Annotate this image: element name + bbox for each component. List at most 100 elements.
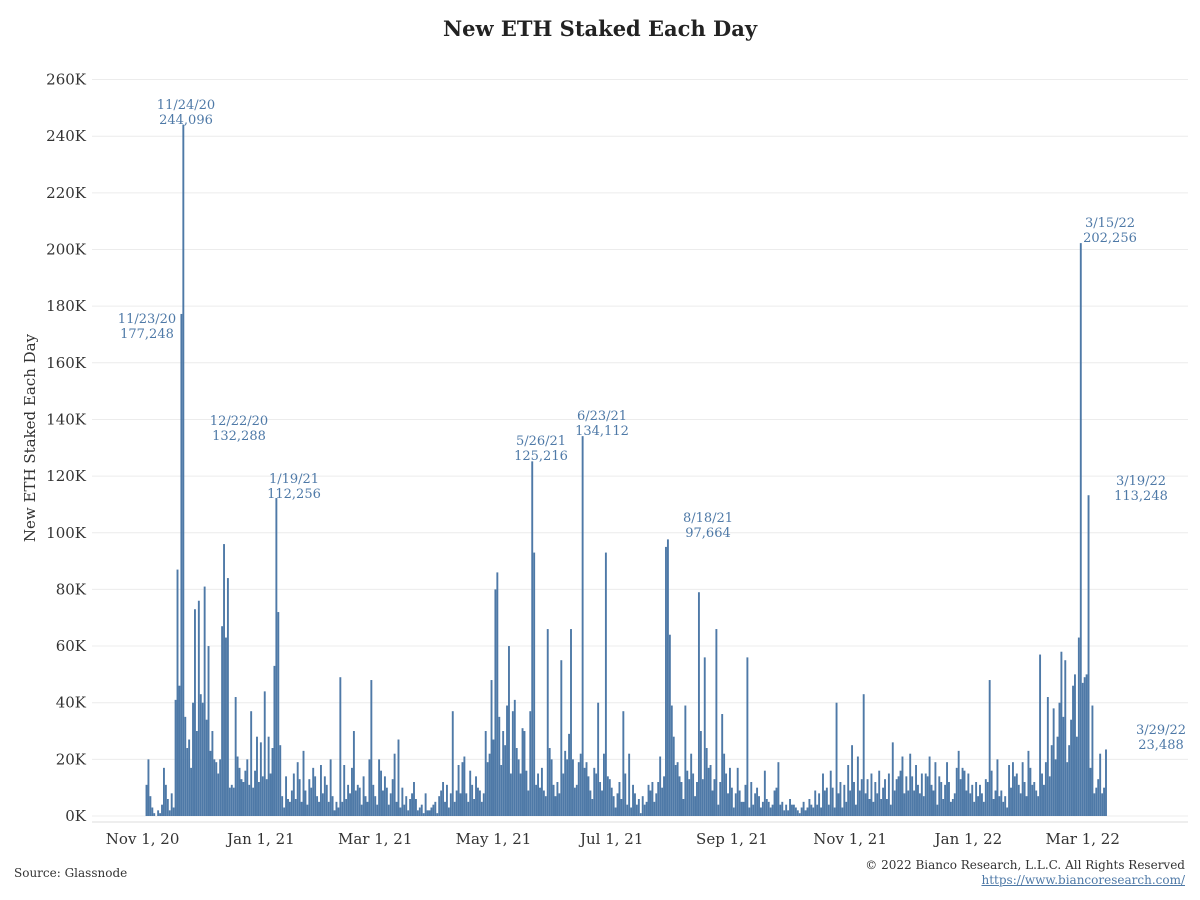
bar (509, 773, 512, 816)
bar (403, 804, 406, 816)
bar (887, 773, 890, 816)
bar (331, 796, 334, 816)
bar (711, 790, 714, 816)
bar (558, 793, 561, 816)
bar (626, 804, 629, 816)
bar (259, 742, 262, 816)
bar (851, 745, 854, 816)
bar (500, 765, 503, 816)
bar (356, 784, 359, 816)
bar (674, 765, 677, 816)
chart-title: New ETH Staked Each Day (442, 16, 758, 41)
bar (649, 790, 652, 816)
bar (475, 776, 477, 816)
y-tick-label: 160K (46, 354, 87, 372)
bar (465, 793, 468, 816)
bar (746, 657, 749, 816)
bar (277, 612, 280, 816)
bar (215, 762, 218, 816)
bar (882, 787, 885, 816)
bar (810, 804, 813, 816)
bar (170, 793, 173, 816)
bar (601, 790, 603, 816)
bar (1091, 705, 1094, 816)
bar (975, 782, 978, 816)
bar (562, 773, 565, 816)
bar (792, 804, 795, 816)
bar (188, 739, 191, 816)
y-tick-label: 0K (65, 807, 87, 825)
bar (922, 796, 925, 816)
bar (211, 731, 214, 816)
bar (482, 793, 485, 816)
bar (488, 753, 491, 816)
bar (1015, 773, 1018, 816)
bar (911, 776, 914, 816)
bar (554, 796, 557, 816)
bar (525, 770, 528, 816)
bar (847, 765, 850, 816)
bar (977, 796, 979, 816)
bar (271, 748, 274, 816)
bar (591, 799, 594, 816)
bar (269, 773, 272, 816)
bar (618, 782, 621, 816)
bar (174, 699, 177, 816)
bar (257, 782, 260, 816)
bar (302, 750, 305, 816)
bar (839, 782, 842, 816)
bar (149, 796, 152, 816)
bar (339, 677, 342, 816)
y-tick-label: 200K (46, 241, 87, 259)
bar (637, 799, 640, 816)
bar (758, 796, 760, 816)
bar (794, 807, 797, 816)
bar (540, 767, 543, 816)
bar (688, 779, 691, 816)
bar (321, 793, 324, 816)
copyright-text: © 2022 Bianco Research, L.L.C. All Right… (865, 858, 1185, 872)
bar (696, 782, 698, 816)
annotation-value: 125,216 (514, 449, 568, 464)
y-tick-label: 60K (56, 637, 87, 655)
bar (725, 773, 728, 816)
bar (226, 578, 229, 816)
bar (304, 790, 307, 816)
bar (300, 801, 303, 816)
bar (548, 748, 551, 816)
bar (831, 787, 834, 816)
bar (288, 801, 291, 816)
bar (436, 813, 439, 816)
bar (383, 776, 386, 816)
annotation-value: 113,248 (1114, 489, 1168, 504)
bar (180, 313, 183, 816)
bar (1050, 745, 1053, 816)
bar (767, 801, 770, 816)
bar (628, 753, 631, 816)
bar (1103, 787, 1105, 816)
bar (736, 767, 739, 816)
bar (157, 810, 160, 816)
bar (765, 799, 768, 816)
bar (808, 799, 811, 816)
bar (951, 799, 954, 816)
bar (327, 801, 330, 816)
bar (416, 810, 419, 816)
bar (624, 773, 627, 816)
bar (709, 765, 712, 816)
bar (418, 807, 421, 816)
bar (814, 790, 817, 816)
bar (413, 782, 415, 816)
annotations: 11/23/20177,24811/24/20244,09612/22/2013… (118, 98, 1186, 753)
website-link[interactable]: https://www.biancoresearch.com/ (981, 873, 1185, 887)
bar (1000, 790, 1003, 816)
bar (442, 782, 445, 816)
bar (511, 711, 514, 816)
bar (957, 750, 960, 816)
bar (748, 807, 751, 816)
bar (1054, 759, 1057, 816)
annotation-date: 3/15/22 (1085, 216, 1135, 231)
bar (684, 705, 687, 816)
bar (192, 702, 194, 816)
